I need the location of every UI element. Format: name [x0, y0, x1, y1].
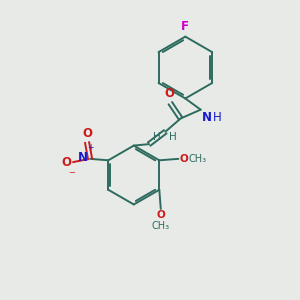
Text: O: O — [164, 87, 174, 100]
Text: H: H — [169, 132, 177, 142]
Text: CH₃: CH₃ — [152, 221, 170, 231]
Text: H: H — [213, 110, 222, 124]
Text: +: + — [87, 143, 93, 152]
Text: O: O — [179, 154, 188, 164]
Text: H: H — [153, 132, 161, 142]
Text: F: F — [181, 20, 189, 33]
Text: N: N — [202, 110, 212, 124]
Text: N: N — [78, 151, 88, 164]
Text: O: O — [82, 127, 92, 140]
Text: CH₃: CH₃ — [189, 154, 207, 164]
Text: O: O — [61, 156, 71, 169]
Text: O: O — [156, 210, 165, 220]
Text: −: − — [68, 168, 75, 177]
